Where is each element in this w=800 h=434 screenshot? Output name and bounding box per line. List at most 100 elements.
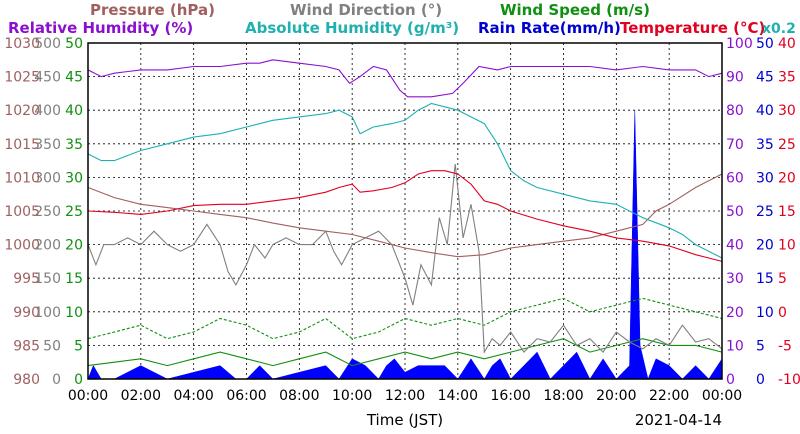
tick-label-pressure: 1000 bbox=[4, 238, 40, 254]
tick-label-wind-dir: 250 bbox=[34, 204, 61, 220]
x-tick-label: 08:00 bbox=[279, 388, 319, 404]
tick-label-rain: 5 bbox=[756, 338, 765, 354]
tick-label-wind-dir: 350 bbox=[34, 137, 61, 153]
tick-label-wind-dir: 100 bbox=[34, 305, 61, 321]
tick-label-pressure: 995 bbox=[13, 271, 40, 287]
x-tick-label: 12:00 bbox=[385, 388, 425, 404]
tick-label-pressure: 1030 bbox=[4, 36, 40, 52]
tick-label-wind-dir: 300 bbox=[34, 170, 61, 186]
tick-label-temp: 35 bbox=[778, 70, 796, 86]
x-tick-label: 10:00 bbox=[332, 388, 372, 404]
x-axis: 00:00 02:00 04:00 06:00 08:00 10:00 12:00 14:00… bbox=[68, 388, 742, 429]
tick-label-temp: 10 bbox=[778, 238, 796, 254]
date-label: 2021-04-14 bbox=[635, 411, 722, 429]
x-tick-label: 18:00 bbox=[543, 388, 583, 404]
series-pressure bbox=[87, 173, 723, 258]
title-absolute-humidity-g-m: Absolute Humidity (g/m³) bbox=[245, 19, 459, 37]
x-tick-label: 20:00 bbox=[596, 388, 636, 404]
tick-label-wind-speed: 25 bbox=[65, 204, 83, 220]
titles: Pressure (hPa) Wind Direction (°) Wind Spe… bbox=[8, 1, 796, 37]
x-tick-label: 00:00 bbox=[702, 388, 742, 404]
series-wind-speed-gust bbox=[87, 297, 723, 340]
tick-label-temp: 0 bbox=[778, 305, 787, 321]
tick-label-temp: -5 bbox=[778, 338, 792, 354]
tick-label-temp: 5 bbox=[778, 271, 787, 287]
title-temperature-c: Temperature (°C) bbox=[620, 19, 765, 37]
tick-label-wind-speed: 0 bbox=[74, 372, 83, 388]
grid bbox=[88, 43, 722, 379]
x-tick-label: 16:00 bbox=[490, 388, 530, 404]
tick-label-temp: 20 bbox=[778, 170, 796, 186]
tick-label-wind-speed: 15 bbox=[65, 271, 83, 287]
tick-label-rain: 35 bbox=[756, 137, 774, 153]
series-absolute-humidity bbox=[87, 102, 723, 259]
tick-label-humidity: 70 bbox=[726, 137, 744, 153]
x-axis-label: Time (JST) bbox=[366, 411, 443, 429]
tick-label-wind-speed: 20 bbox=[65, 238, 83, 254]
series-relative-humidity bbox=[87, 59, 723, 98]
tick-label-temp: 40 bbox=[778, 36, 796, 52]
tick-label-wind-dir: 50 bbox=[43, 338, 61, 354]
scale-note: x0.2 bbox=[762, 21, 796, 37]
tick-label-humidity: 60 bbox=[726, 170, 744, 186]
tick-label-wind-dir: 0 bbox=[52, 372, 61, 388]
x-tick-label: 06:00 bbox=[226, 388, 266, 404]
tick-label-humidity: 50 bbox=[726, 204, 744, 220]
tick-label-wind-speed: 10 bbox=[65, 305, 83, 321]
tick-label-wind-dir: 400 bbox=[34, 103, 61, 119]
title-rain-rate-mm-h: Rain Rate(mm/h) bbox=[478, 19, 621, 37]
title-wind-direction: Wind Direction (°) bbox=[290, 1, 442, 19]
tick-label-pressure: 980 bbox=[13, 372, 40, 388]
tick-label-pressure: 1010 bbox=[4, 170, 40, 186]
series-temperature bbox=[87, 170, 723, 262]
tick-label-humidity: 30 bbox=[726, 271, 744, 287]
tick-label-temp: 15 bbox=[778, 204, 796, 220]
tick-label-rain: 15 bbox=[756, 271, 774, 287]
tick-label-rain: 25 bbox=[756, 204, 774, 220]
tick-label-rain: 10 bbox=[756, 305, 774, 321]
x-tick-label: 00:00 bbox=[68, 388, 108, 404]
tick-label-humidity: 80 bbox=[726, 103, 744, 119]
tick-label-wind-speed: 50 bbox=[65, 36, 83, 52]
tick-label-wind-speed: 30 bbox=[65, 170, 83, 186]
series-wind-direction bbox=[87, 163, 723, 354]
x-tick-label: 14:00 bbox=[438, 388, 478, 404]
plot-frame bbox=[87, 42, 723, 380]
tick-label-rain: 20 bbox=[756, 238, 774, 254]
tick-label-pressure: 1015 bbox=[4, 137, 40, 153]
tick-label-pressure: 1005 bbox=[4, 204, 40, 220]
tick-label-wind-dir: 150 bbox=[34, 271, 61, 287]
tick-label-wind-speed: 45 bbox=[65, 70, 83, 86]
title-pressure-hpa: Pressure (hPa) bbox=[90, 1, 215, 19]
tick-label-rain: 45 bbox=[756, 70, 774, 86]
y-axes: 9809859909951000100510101015102010251030… bbox=[4, 36, 800, 388]
tick-label-rain: 50 bbox=[756, 36, 774, 52]
tick-label-humidity: 100 bbox=[726, 36, 753, 52]
tick-label-rain: 0 bbox=[756, 372, 765, 388]
tick-label-temp: 25 bbox=[778, 137, 796, 153]
x-tick-label: 04:00 bbox=[173, 388, 213, 404]
tick-label-humidity: 20 bbox=[726, 305, 744, 321]
tick-label-humidity: 0 bbox=[726, 372, 735, 388]
tick-label-pressure: 985 bbox=[13, 338, 40, 354]
tick-label-temp: 30 bbox=[778, 103, 796, 119]
x-tick-label: 02:00 bbox=[121, 388, 161, 404]
tick-label-pressure: 990 bbox=[13, 305, 40, 321]
x-tick-label: 22:00 bbox=[649, 388, 689, 404]
series-wind-speed-avg bbox=[87, 338, 723, 367]
title-relative-humidity: Relative Humidity (%) bbox=[8, 19, 193, 37]
tick-label-wind-speed: 5 bbox=[74, 338, 83, 354]
tick-label-wind-dir: 450 bbox=[34, 70, 61, 86]
tick-label-wind-speed: 35 bbox=[65, 137, 83, 153]
tick-label-wind-dir: 200 bbox=[34, 238, 61, 254]
tick-label-humidity: 90 bbox=[726, 70, 744, 86]
tick-label-pressure: 1020 bbox=[4, 103, 40, 119]
tick-label-pressure: 1025 bbox=[4, 70, 40, 86]
tick-label-humidity: 40 bbox=[726, 238, 744, 254]
tick-label-wind-dir: 500 bbox=[34, 36, 61, 52]
tick-label-wind-speed: 40 bbox=[65, 103, 83, 119]
tick-label-humidity: 10 bbox=[726, 338, 744, 354]
tick-label-rain: 30 bbox=[756, 170, 774, 186]
